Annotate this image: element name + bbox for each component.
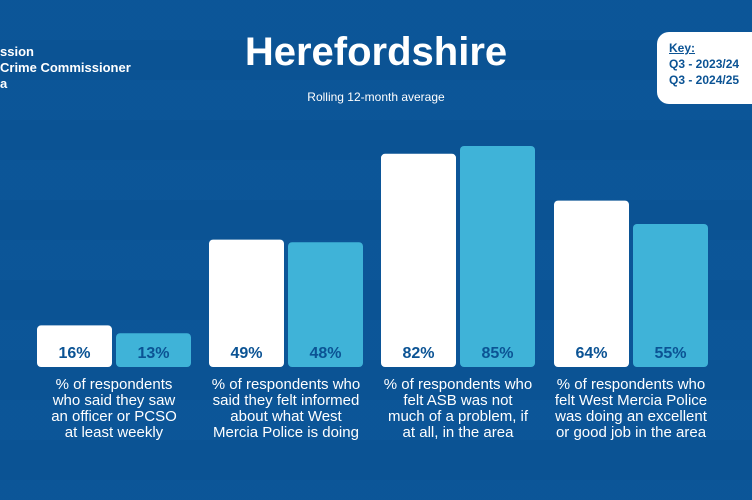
data-label-2023-1: 49%	[230, 345, 262, 362]
legend-item-2023: Q3 - 2023/24	[669, 57, 740, 71]
category-label-0: % of respondents who said they saw an of…	[51, 376, 177, 441]
legend-item-2024: Q3 - 2024/25	[669, 73, 740, 87]
category-label-3: % of respondents who felt West Mercia Po…	[554, 376, 708, 441]
data-label-2023-3: 64%	[575, 345, 607, 362]
logo-text: ssion Crime Commissioner a	[0, 44, 131, 91]
bar-2024-1	[288, 242, 363, 367]
data-label-2024-2: 85%	[481, 345, 513, 362]
bar-2024-2	[460, 146, 535, 367]
category-label-1: % of respondents who said they felt info…	[211, 376, 361, 441]
legend-key: Key: Q3 - 2023/24 Q3 - 2024/25	[657, 32, 752, 104]
data-label-2024-1: 48%	[309, 345, 341, 362]
data-label-2024-3: 55%	[654, 345, 686, 362]
bar-2024-3	[633, 224, 708, 367]
bar-2023-1	[209, 239, 284, 367]
data-label-2024-0: 13%	[137, 345, 169, 362]
bar-2023-0	[37, 325, 112, 367]
chart-subtitle: Rolling 12-month average	[307, 90, 445, 104]
bar-2023-2	[381, 153, 456, 367]
chart-title: Herefordshire	[244, 30, 508, 74]
data-label-2023-0: 16%	[58, 345, 90, 362]
data-label-2023-2: 82%	[402, 345, 434, 362]
category-label-2: % of respondents who felt ASB was not mu…	[383, 376, 533, 441]
legend-title: Key:	[669, 41, 696, 55]
bar-2024-0	[116, 333, 191, 367]
bar-2023-3	[554, 200, 629, 367]
